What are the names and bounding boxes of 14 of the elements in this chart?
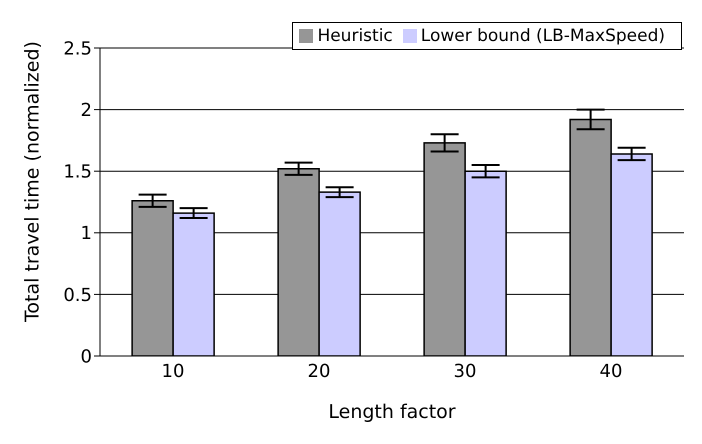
y-tick-label: 0 [80,346,92,368]
y-tick-label: 0.5 [63,284,92,306]
y-tick-label: 2 [80,100,92,121]
x-tick-label: 30 [454,360,476,382]
x-tick-label: 20 [308,360,330,382]
y-axis-title: Total travel time (normalized) [22,41,44,323]
legend-label: Lower bound (LB-MaxSpeed) [420,26,665,46]
y-tick-label: 1 [80,223,92,244]
legend-label: Heuristic [317,26,393,46]
x-tick-label: 40 [600,360,622,382]
y-tick-label: 2.5 [63,38,92,60]
x-axis-title: Length factor [328,401,456,423]
y-tick-label: 1.5 [63,162,92,183]
x-tick-label: 10 [162,360,184,382]
